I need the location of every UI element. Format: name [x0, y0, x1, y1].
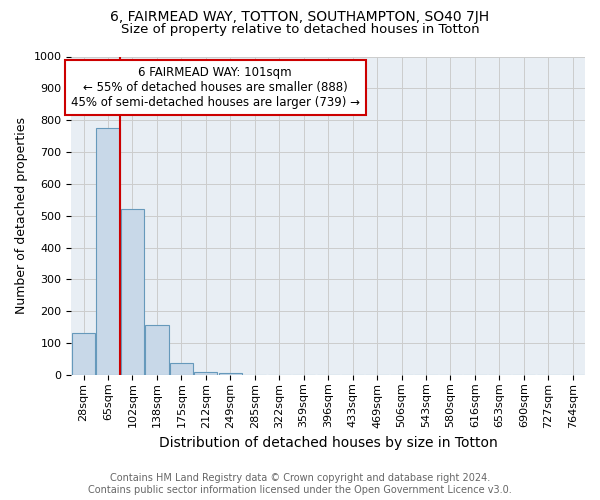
Bar	[72, 332, 95, 375]
Bar	[170, 363, 193, 375]
Text: Size of property relative to detached houses in Totton: Size of property relative to detached ho…	[121, 22, 479, 36]
Text: 6, FAIRMEAD WAY, TOTTON, SOUTHAMPTON, SO40 7JH: 6, FAIRMEAD WAY, TOTTON, SOUTHAMPTON, SO…	[110, 10, 490, 24]
Text: Contains HM Land Registry data © Crown copyright and database right 2024.
Contai: Contains HM Land Registry data © Crown c…	[88, 474, 512, 495]
X-axis label: Distribution of detached houses by size in Totton: Distribution of detached houses by size …	[159, 436, 497, 450]
Bar	[145, 324, 169, 375]
Text: 6 FAIRMEAD WAY: 101sqm
← 55% of detached houses are smaller (888)
45% of semi-de: 6 FAIRMEAD WAY: 101sqm ← 55% of detached…	[71, 66, 359, 109]
Bar	[194, 372, 217, 375]
Bar	[97, 128, 119, 375]
Y-axis label: Number of detached properties: Number of detached properties	[15, 117, 28, 314]
Bar	[121, 208, 144, 375]
Bar	[218, 374, 242, 375]
